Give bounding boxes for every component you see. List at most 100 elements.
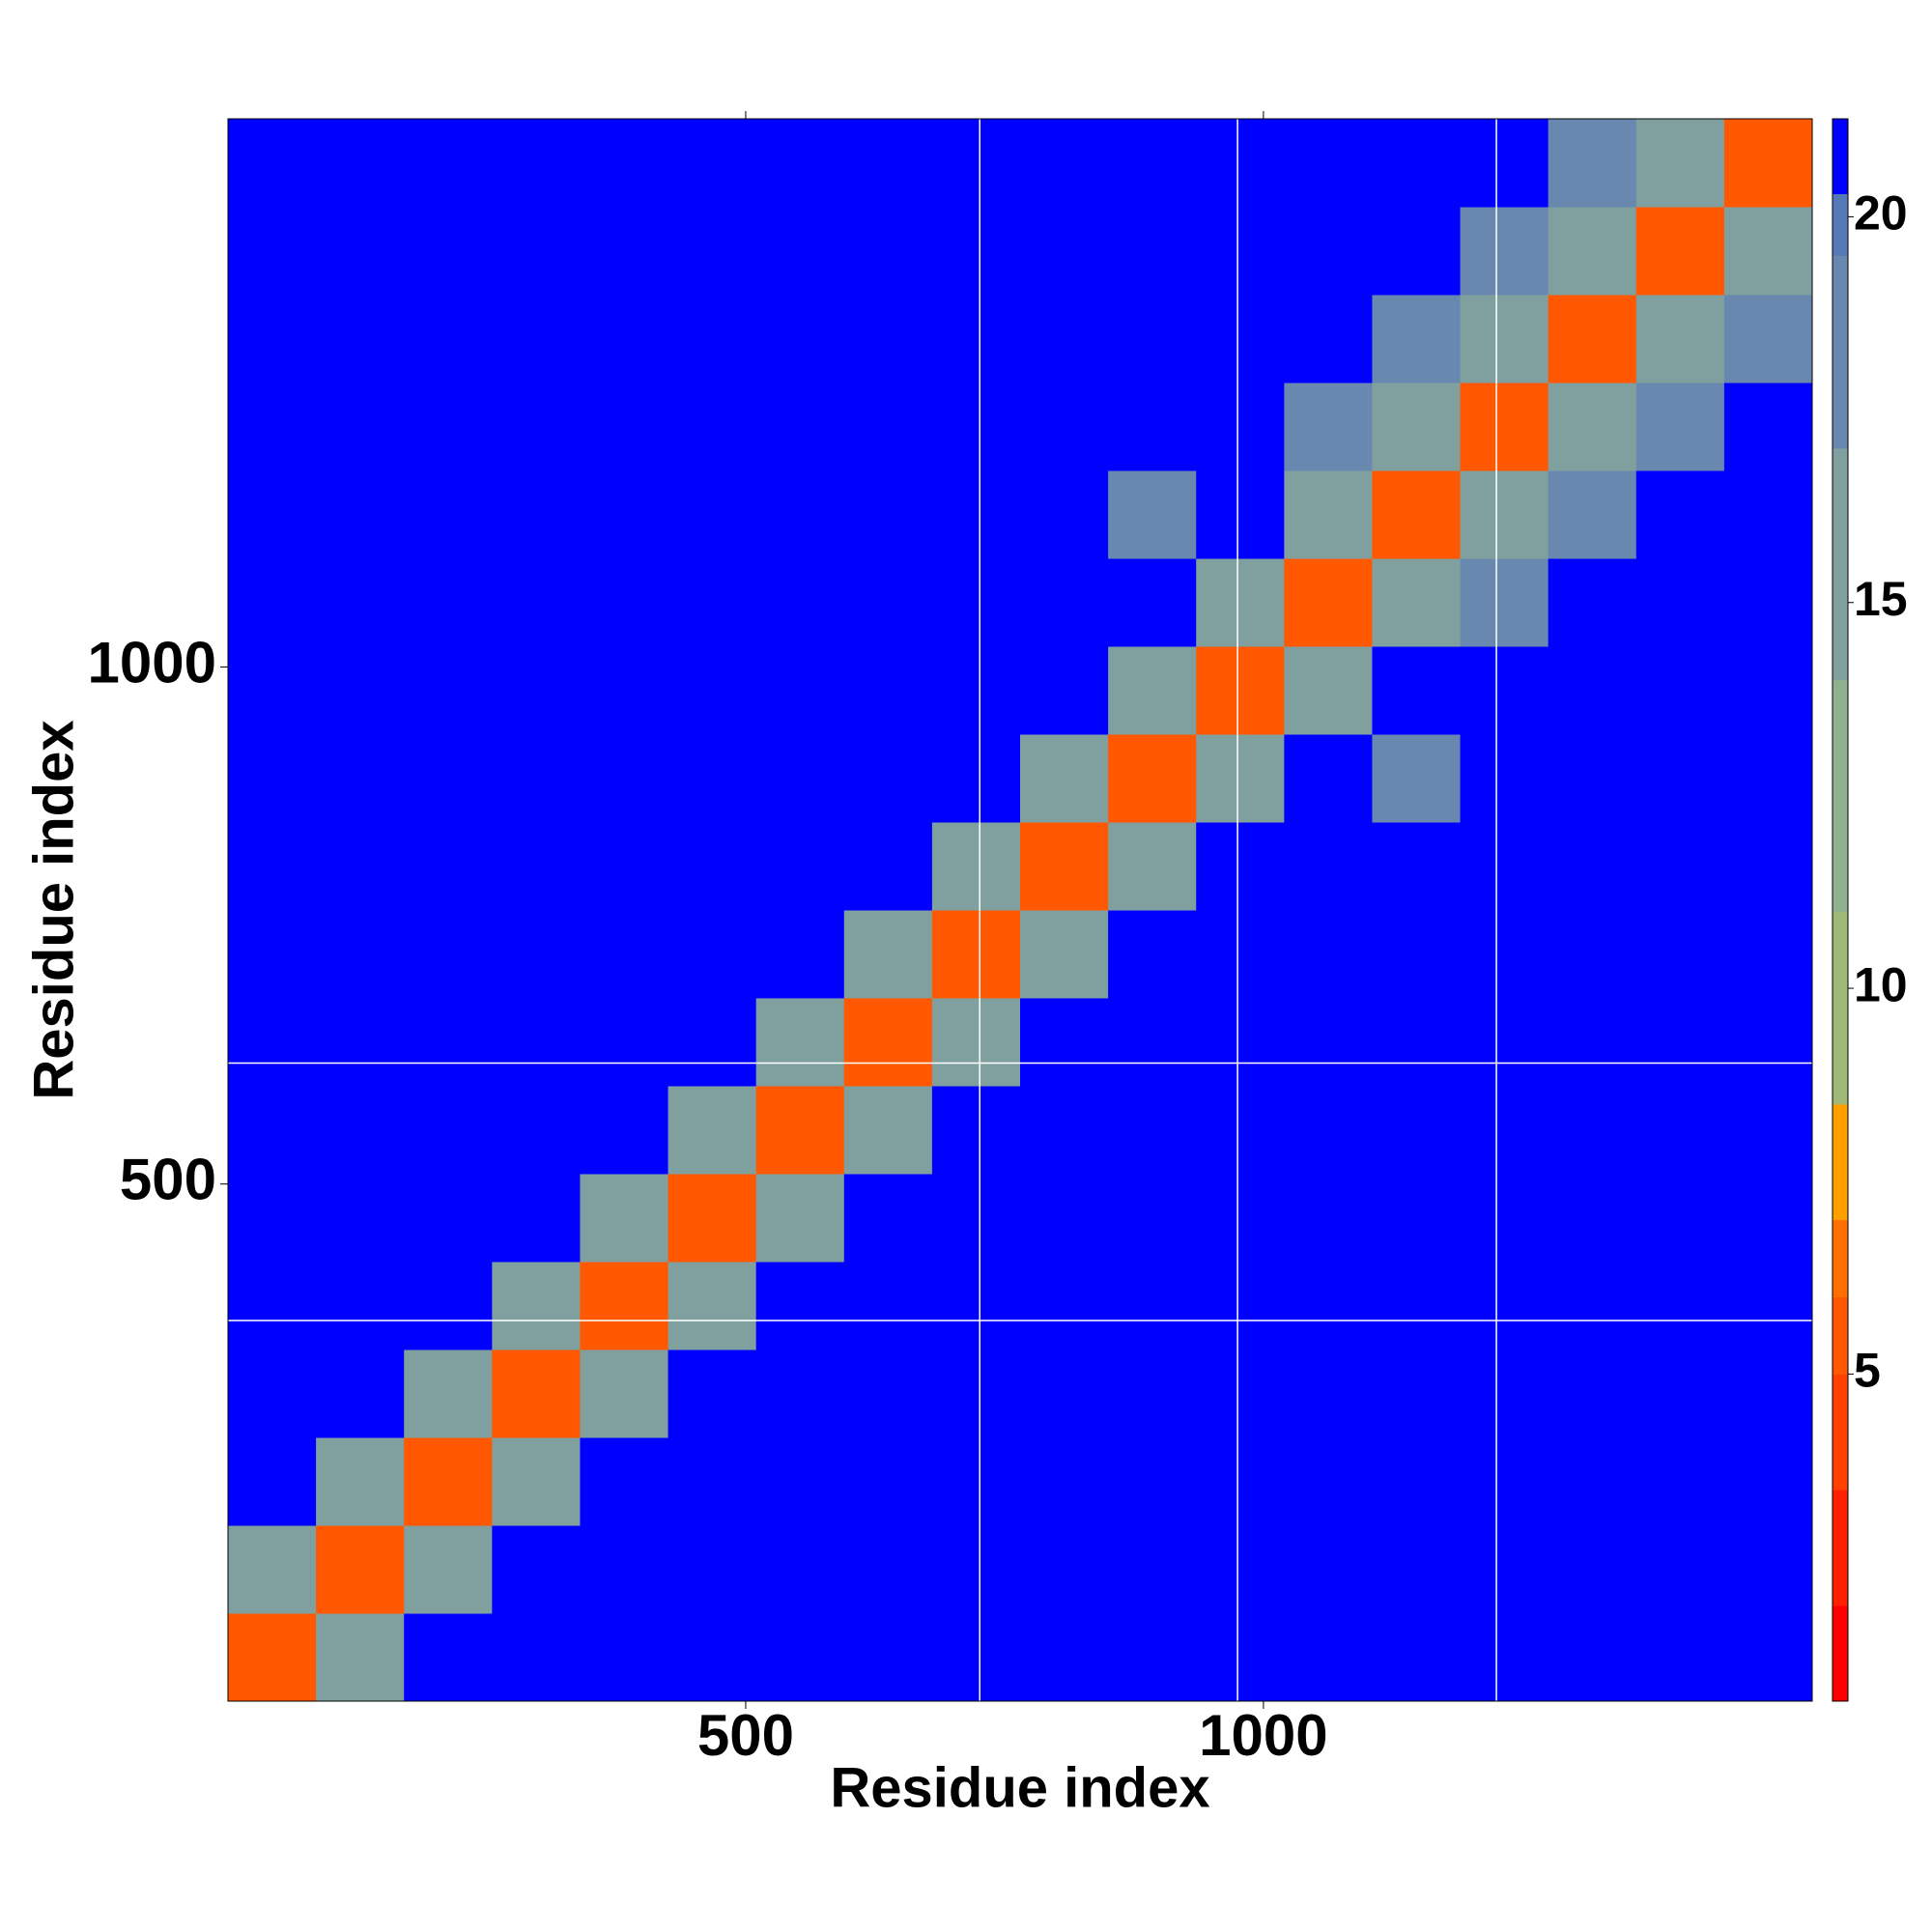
heatmap-cell xyxy=(1723,119,1813,208)
heatmap-cell xyxy=(1460,1262,1549,1350)
heatmap-cell xyxy=(1108,734,1197,823)
heatmap-cell xyxy=(580,910,669,999)
heatmap-cell xyxy=(843,1525,933,1614)
heatmap-cell xyxy=(228,383,317,471)
heatmap-cell xyxy=(1635,998,1725,1087)
heatmap-cell xyxy=(668,207,757,296)
heatmap-cell xyxy=(755,295,845,384)
heatmap-cell xyxy=(755,1174,845,1263)
heatmap-cell xyxy=(668,910,757,999)
heatmap-cell xyxy=(755,734,845,823)
heatmap-cell xyxy=(580,383,669,471)
heatmap-cell xyxy=(1723,1174,1813,1263)
heatmap-cell xyxy=(492,1086,581,1175)
heatmap-cell xyxy=(1196,1350,1285,1438)
heatmap-cell xyxy=(755,1350,845,1438)
heatmap-cell xyxy=(404,383,493,471)
heatmap-cell xyxy=(1723,1437,1813,1526)
colorbar-band xyxy=(1833,1490,1848,1606)
heatmap-cell xyxy=(1020,1437,1109,1526)
heatmap-cell xyxy=(404,295,493,384)
heatmap-cell xyxy=(404,558,493,647)
heatmap-cell xyxy=(1548,1437,1637,1526)
heatmap-cell xyxy=(1108,207,1197,296)
heatmap-cell xyxy=(1723,383,1813,471)
heatmap-cell xyxy=(228,1086,317,1175)
heatmap-cell xyxy=(1372,822,1462,911)
heatmap-cell xyxy=(316,383,405,471)
heatmap-cell xyxy=(1723,1086,1813,1175)
heatmap-cell xyxy=(228,1262,317,1350)
heatmap-cell xyxy=(1460,295,1549,384)
heatmap-cell xyxy=(492,558,581,647)
heatmap-cell xyxy=(316,1086,405,1175)
heatmap-cell xyxy=(755,470,845,559)
x-tick-label: 500 xyxy=(697,1703,794,1768)
colorbar-band xyxy=(1833,193,1848,256)
heatmap-cell xyxy=(316,1437,405,1526)
heatmap-cell xyxy=(668,1350,757,1438)
heatmap-cell xyxy=(1548,910,1637,999)
heatmap-cell xyxy=(843,558,933,647)
heatmap-cell xyxy=(1284,207,1373,296)
heatmap-cell xyxy=(1460,1086,1549,1175)
heatmap-cell xyxy=(492,1350,581,1438)
heatmap-cell xyxy=(492,1174,581,1263)
heatmap-cell xyxy=(1372,1437,1462,1526)
heatmap-cell xyxy=(1284,558,1373,647)
heatmap-cell xyxy=(580,119,669,208)
heatmap-cell xyxy=(228,1350,317,1438)
heatmap-cell xyxy=(931,1613,1021,1702)
heatmap-cell xyxy=(404,1086,493,1175)
heatmap-cell xyxy=(1635,1086,1725,1175)
heatmap-cell xyxy=(1460,1437,1549,1526)
heatmap-cell xyxy=(1460,1350,1549,1438)
heatmap-cell xyxy=(1108,1613,1197,1702)
heatmap-cell xyxy=(931,910,1021,999)
heatmap-cell xyxy=(404,470,493,559)
heatmap-cell xyxy=(1020,1613,1109,1702)
heatmap-cell xyxy=(1284,470,1373,559)
heatmap-cell xyxy=(492,822,581,911)
heatmap-cell xyxy=(1196,470,1285,559)
heatmap-cell xyxy=(931,1525,1021,1614)
heatmap-cell xyxy=(1460,207,1549,296)
heatmap-cell xyxy=(404,1174,493,1263)
heatmap-cell xyxy=(1196,1525,1285,1614)
heatmap-cell xyxy=(404,1262,493,1350)
heatmap-cell xyxy=(843,1613,933,1702)
heatmap-cell xyxy=(668,734,757,823)
heatmap-cell xyxy=(1548,558,1637,647)
heatmap-cell xyxy=(843,822,933,911)
heatmap-cell xyxy=(228,910,317,999)
colorbar-band xyxy=(1833,911,1848,1105)
heatmap-cell xyxy=(1020,998,1109,1087)
heatmap-cell xyxy=(668,295,757,384)
heatmap-cell xyxy=(228,734,317,823)
heatmap-cell xyxy=(1635,1613,1725,1702)
heatmap-cell xyxy=(1635,383,1725,471)
heatmap-cell xyxy=(1108,1437,1197,1526)
heatmap-cell xyxy=(1372,470,1462,559)
heatmap-cell xyxy=(1020,1086,1109,1175)
heatmap-cell xyxy=(1196,1613,1285,1702)
heatmap-cell xyxy=(755,558,845,647)
heatmap-cell xyxy=(843,470,933,559)
heatmap-cell xyxy=(1723,470,1813,559)
heatmap-cell xyxy=(492,1613,581,1702)
heatmap-cell xyxy=(931,119,1021,208)
heatmap-cell xyxy=(492,646,581,735)
heatmap-cell xyxy=(1284,1613,1373,1702)
heatmap-cell xyxy=(404,1437,493,1526)
heatmap-cell xyxy=(1372,910,1462,999)
heatmap-cell xyxy=(1548,1350,1637,1438)
heatmap-cell xyxy=(1635,207,1725,296)
heatmap-cell xyxy=(492,470,581,559)
heatmap-cell xyxy=(668,119,757,208)
heatmap-cell xyxy=(1723,1525,1813,1614)
heatmap-cell xyxy=(1372,295,1462,384)
heatmap-cell xyxy=(1284,383,1373,471)
heatmap-cell xyxy=(1460,646,1549,735)
colorbar-tick-label: 15 xyxy=(1854,572,1908,626)
